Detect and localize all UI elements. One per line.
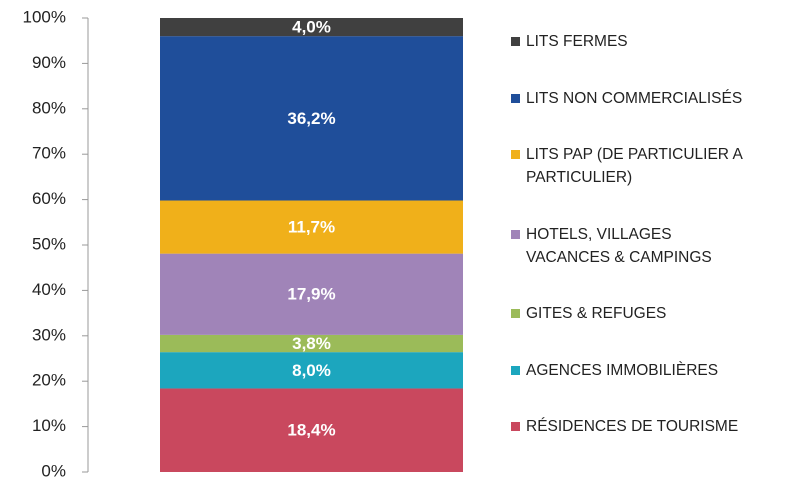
legend-label: GITES & REFUGES (526, 305, 667, 322)
bar-segment (160, 18, 463, 37)
y-tick-label: 80% (32, 98, 66, 117)
bar-segment (160, 388, 463, 472)
y-tick-label: 10% (32, 416, 66, 435)
y-tick-label: 50% (32, 234, 66, 253)
legend-swatch (511, 422, 520, 431)
legend-item: LITS NON COMMERCIALISÉS (511, 87, 801, 110)
legend-swatch (511, 37, 520, 46)
bar-segment (160, 352, 463, 389)
legend-item: LITS PAP (DE PARTICULIER A PARTICULIER) (511, 143, 801, 189)
y-tick-label: 30% (32, 325, 66, 344)
y-tick-label: 60% (32, 189, 66, 208)
legend-label: LITS NON COMMERCIALISÉS (526, 89, 743, 107)
y-tick-label: 20% (32, 371, 66, 390)
legend-swatch (511, 93, 520, 103)
legend-label: HOTELS, VILLAGES VACANCES & CAMPINGS (526, 225, 712, 266)
legend-swatch (511, 150, 520, 159)
bar-segment (160, 334, 463, 353)
legend-item: AGENCES IMMOBILIÈRES (511, 359, 801, 382)
data-label: 4,0% (292, 18, 331, 37)
data-label: 11,7% (288, 218, 335, 237)
legend-label: LITS PAP (DE PARTICULIER A PARTICULIER) (526, 146, 742, 186)
data-label: 8,0% (292, 361, 331, 380)
bar-segment (160, 36, 463, 201)
bar-segment (160, 200, 463, 254)
y-tick-label: 90% (32, 53, 66, 72)
data-label: 17,9% (287, 285, 335, 304)
legend-label: AGENCES IMMOBILIÈRES (526, 361, 719, 379)
legend-swatch (511, 309, 520, 318)
data-label: 3,8% (292, 334, 331, 353)
y-tick-label: 70% (32, 144, 66, 163)
legend: LITS FERMES LITS NON COMMERCIALISÉS LITS P… (511, 30, 801, 438)
bar-segment (160, 253, 463, 335)
legend-label: RÉSIDENCES DE TOURISME (526, 418, 739, 435)
legend-item: RÉSIDENCES DE TOURISME (511, 415, 801, 438)
legend-item: HOTELS, VILLAGES VACANCES & CAMPINGS (511, 223, 801, 269)
y-tick-label: 40% (32, 280, 66, 299)
legend-item: GITES & REFUGES (511, 302, 801, 325)
legend-swatch (511, 365, 520, 375)
data-label: 36,2% (287, 109, 335, 128)
y-tick-label: 100% (23, 7, 66, 26)
legend-item: LITS FERMES (511, 30, 801, 53)
data-label: 18,4% (287, 421, 335, 440)
legend-swatch (511, 229, 520, 239)
legend-label: LITS FERMES (526, 33, 628, 50)
y-tick-label: 0% (41, 461, 66, 478)
